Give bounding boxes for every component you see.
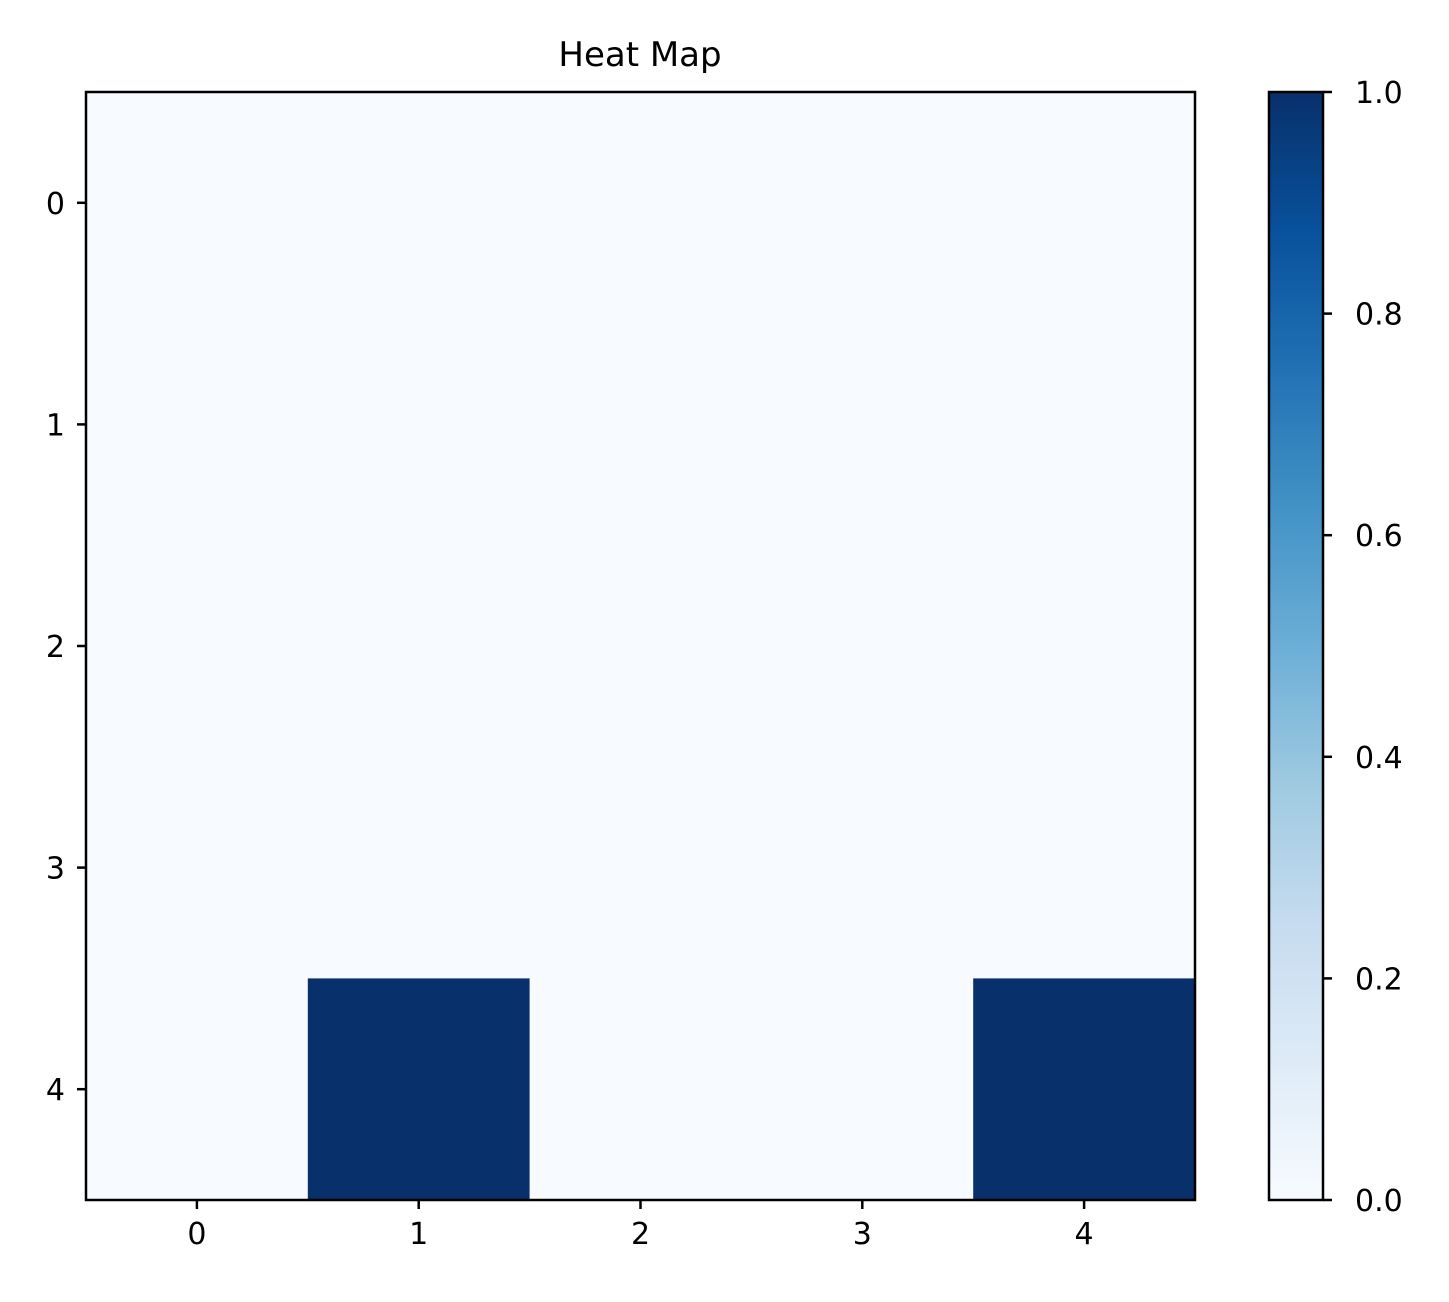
colorbar: 0.0 0.2 0.4 0.6 0.8 1.0	[1267, 76, 1403, 1219]
colorbar-tick-label: 0.0	[1355, 1184, 1403, 1219]
x-tick-label: 1	[409, 1217, 428, 1252]
x-tick-label: 3	[853, 1217, 872, 1252]
heatmap-cell	[751, 978, 974, 1201]
heatmap-cell	[529, 978, 752, 1201]
heatmap-cell	[973, 978, 1196, 1201]
heatmap-cell	[307, 535, 531, 758]
colorbar-ticks: 0.0 0.2 0.4 0.6 0.8 1.0	[1323, 76, 1403, 1219]
colorbar-tick-label: 0.8	[1355, 298, 1403, 333]
y-axis: 0 1 2 3 4	[46, 187, 86, 1108]
heatmap-cell	[751, 756, 974, 979]
x-tick-label: 0	[187, 1217, 206, 1252]
heatmap-cell	[307, 756, 531, 979]
colorbar-tick-label: 0.4	[1355, 741, 1403, 776]
heatmap-cell	[973, 756, 1196, 979]
heatmap-cell	[751, 535, 974, 758]
y-tick-label: 4	[46, 1073, 65, 1108]
y-tick-label: 1	[46, 408, 65, 443]
heatmap-cell	[307, 92, 531, 315]
heatmap-cell	[307, 978, 531, 1201]
y-tick-label: 3	[46, 852, 65, 887]
chart-title: Heat Map	[558, 35, 721, 75]
heatmap-cell	[86, 92, 309, 315]
heatmap-cell	[751, 92, 974, 315]
colorbar-tick-label: 0.6	[1355, 519, 1403, 554]
x-tick-label: 4	[1075, 1217, 1094, 1252]
heatmap-cell	[973, 92, 1196, 315]
colorbar-tick-label: 1.0	[1355, 76, 1403, 111]
heatmap-cell	[86, 978, 309, 1201]
y-tick-label: 0	[46, 187, 65, 222]
heatmap-cell	[973, 313, 1196, 536]
x-axis: 0 1 2 3 4	[187, 1200, 1094, 1252]
heatmap-cell	[529, 92, 752, 315]
heatmap-cell	[529, 756, 752, 979]
y-tick-label: 2	[46, 630, 65, 665]
heatmap-cell	[86, 313, 309, 536]
heatmap-cell	[751, 313, 974, 536]
colorbar-gradient	[1269, 92, 1323, 1200]
heatmap-cells	[86, 92, 1196, 1201]
heatmap-cell	[529, 535, 752, 758]
heatmap-cell	[86, 535, 309, 758]
colorbar-tick-label: 0.2	[1355, 962, 1403, 997]
colorbar-frame	[1267, 90, 1325, 1202]
heatmap-cell	[307, 313, 531, 536]
x-tick-label: 2	[631, 1217, 650, 1252]
heatmap-cell	[86, 756, 309, 979]
heatmap-cell	[529, 313, 752, 536]
heatmap-cell	[973, 535, 1196, 758]
